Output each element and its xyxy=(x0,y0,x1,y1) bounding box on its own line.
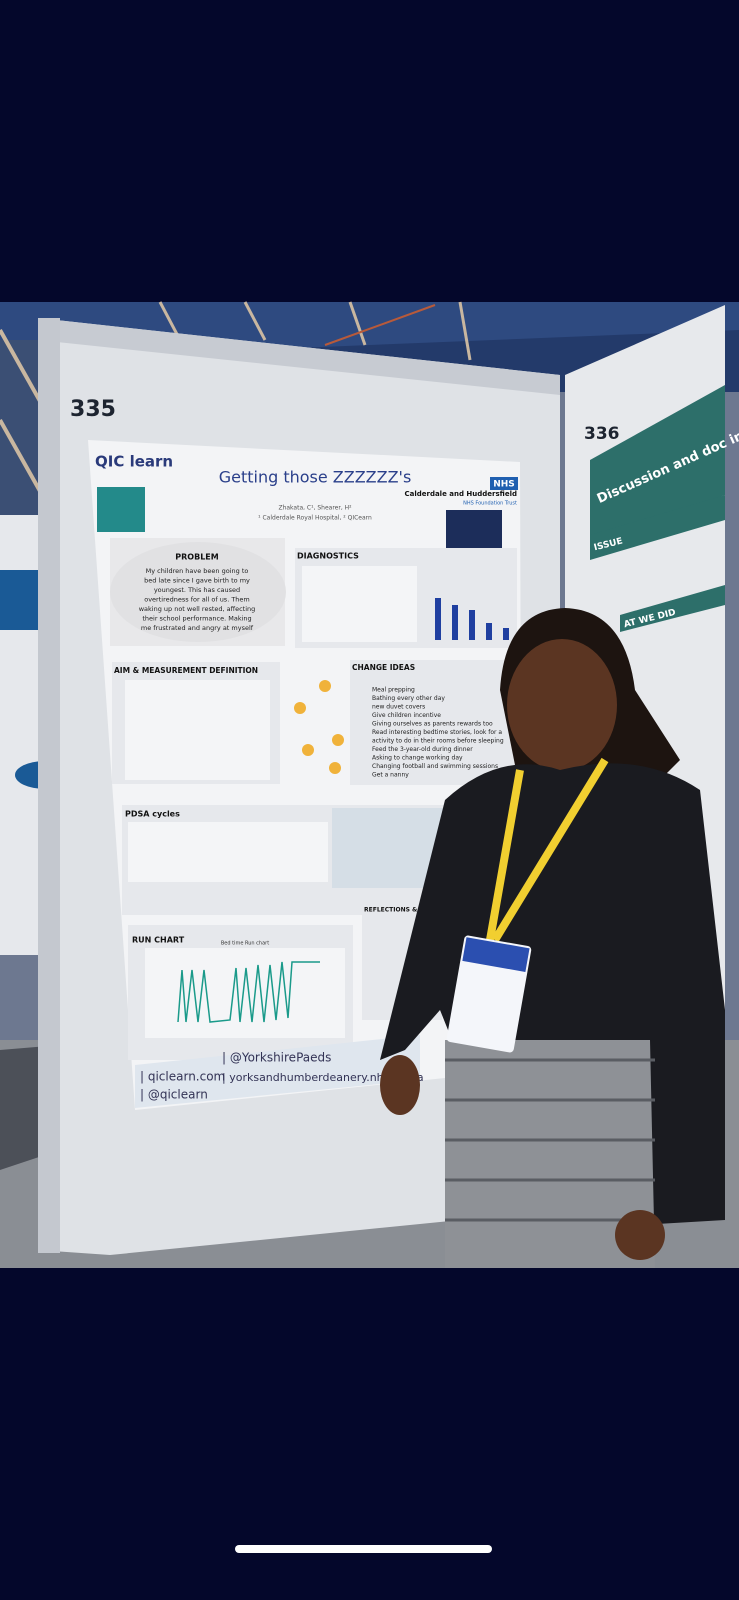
problem-line: youngest. This has caused xyxy=(154,586,240,594)
poster-title: Getting those ZZZZZZ's xyxy=(219,468,412,487)
section-heading: REFLECTIONS & LEARNING xyxy=(364,907,454,914)
change-idea: Feed the 3-year-old during dinner xyxy=(372,746,473,753)
poster-affiliations: ¹ Calderdale Royal Hospital, ² QICearn xyxy=(258,515,372,522)
poster-logo: QIC learn xyxy=(95,453,173,471)
change-idea: Changing football and swimming sessions xyxy=(372,763,498,770)
problem-line: their school performance. Making xyxy=(142,615,251,623)
run-chart-title: Bed time Run chart xyxy=(221,941,269,947)
board-number: 336 xyxy=(584,424,620,444)
footer-link: | @qiclearn xyxy=(140,1088,208,1102)
change-idea: Giving ourselves as parents rewards too xyxy=(372,721,493,728)
problem-text: My children have been going to bed late s… xyxy=(139,567,256,632)
change-idea: Bathing every other day xyxy=(372,695,445,702)
problem-line: bed late since I gave birth to my xyxy=(144,577,250,585)
change-idea: activity to do in their rooms before sle… xyxy=(372,738,504,745)
change-idea: Give children incentive xyxy=(372,712,441,719)
trust-name: Calderdale and Huddersfield xyxy=(404,490,517,498)
problem-line: me frustrated and angry at myself xyxy=(141,624,254,632)
problem-line: My children have been going to xyxy=(146,567,249,575)
section-heading: DIAGNOSTICS xyxy=(297,552,359,561)
photo: 335 QIC learn Getting those ZZZZZZ's Zha… xyxy=(0,301,739,1268)
footer-link: | qiclearn.com xyxy=(140,1070,225,1084)
change-idea: Meal prepping xyxy=(372,687,415,694)
section-heading: PROBLEM xyxy=(175,553,218,562)
problem-line: waking up not well rested, affecting xyxy=(139,605,256,613)
footer-link: | yorksandhumberdeanery.nhs.uk/pa xyxy=(222,1071,424,1084)
section-heading: CHANGE IDEAS xyxy=(352,663,415,672)
change-idea: Asking to change working day xyxy=(372,755,463,762)
home-indicator xyxy=(235,1545,492,1553)
section-heading: RUN CHART xyxy=(132,936,185,945)
poster-authors: Zhakata, C¹, Shearer, H² xyxy=(278,505,352,512)
footer-link: | @YorkshirePaeds xyxy=(222,1051,331,1065)
section-heading: AIM & MEASUREMENT DEFINITION xyxy=(114,666,258,675)
change-idea: Get a nanny xyxy=(372,772,409,779)
trust-sub: NHS Foundation Trust xyxy=(463,501,517,507)
change-idea: Read interesting bedtime stories, look f… xyxy=(372,729,502,736)
problem-line: overtiredness for all of us. Them xyxy=(144,596,250,604)
change-idea: new duvet covers xyxy=(372,704,425,711)
person xyxy=(380,608,725,1268)
section-heading: PDSA cycles xyxy=(125,810,180,819)
board-number: 335 xyxy=(70,397,116,422)
nhs-logo: NHS xyxy=(493,480,515,490)
